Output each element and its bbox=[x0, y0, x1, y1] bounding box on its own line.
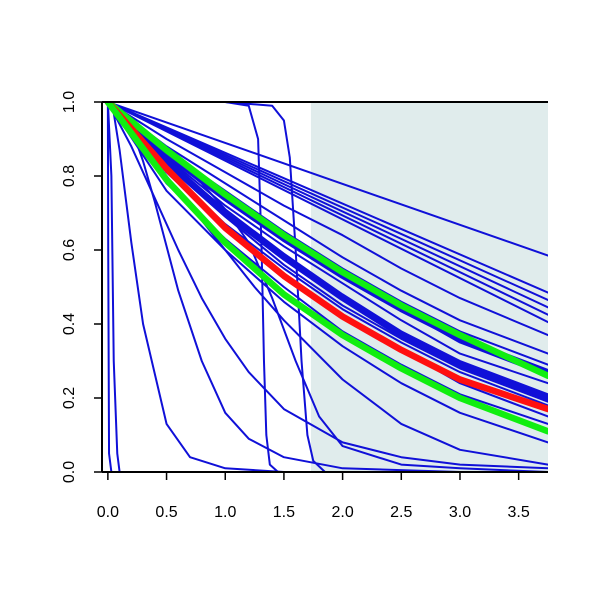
y-tick-label-3: 0.4 bbox=[61, 313, 78, 335]
series-line-11 bbox=[106, 102, 548, 294]
series-line-5 bbox=[106, 102, 548, 470]
x-tick-label-8: 3.5 bbox=[508, 504, 530, 521]
x-axis-ticks: 0.0 0.5 1.0 1.5 2.0 2.5 3.0 3.5 bbox=[97, 472, 530, 521]
series-line-16 bbox=[106, 102, 548, 337]
series-line-1 bbox=[106, 102, 113, 472]
y-tick-label-4: 0.6 bbox=[61, 239, 78, 261]
series-line-29 bbox=[104, 102, 548, 380]
axes-group bbox=[101, 101, 548, 473]
x-tick-label-4: 1.5 bbox=[273, 504, 295, 521]
series-line-12 bbox=[106, 102, 548, 301]
series-line-30 bbox=[104, 102, 548, 413]
series-line-9 bbox=[106, 102, 326, 472]
series-line-14 bbox=[106, 102, 548, 316]
series-line-10 bbox=[106, 102, 548, 257]
y-tick-label-1: 0.0 bbox=[61, 461, 78, 483]
x-tick-label-1: 0.0 bbox=[97, 504, 119, 521]
series-line-3 bbox=[106, 102, 548, 472]
y-tick-label-6: 1.0 bbox=[61, 91, 78, 113]
y-axis-ticks: 0.0 0.2 0.4 0.6 0.8 1.0 bbox=[61, 91, 102, 483]
series-line-8 bbox=[106, 102, 280, 472]
x-tick-label-2: 0.5 bbox=[155, 504, 177, 521]
series-line-28 bbox=[106, 102, 548, 444]
y-tick-label-5: 0.8 bbox=[61, 165, 78, 187]
series-line-2 bbox=[106, 102, 121, 472]
x-tick-label-6: 2.5 bbox=[390, 504, 412, 521]
series-line-26 bbox=[104, 102, 548, 401]
series-line-31 bbox=[104, 102, 548, 435]
x-tick-label-7: 3.0 bbox=[449, 504, 471, 521]
series-line-15 bbox=[106, 102, 548, 324]
series-line-20 bbox=[106, 102, 548, 385]
y-tick-label-2: 0.2 bbox=[61, 387, 78, 409]
x-tick-label-5: 2.0 bbox=[331, 504, 353, 521]
series-line-17 bbox=[106, 102, 548, 355]
series-group bbox=[104, 102, 548, 472]
series-line-13 bbox=[106, 102, 548, 309]
x-tick-label-3: 1.0 bbox=[214, 504, 236, 521]
